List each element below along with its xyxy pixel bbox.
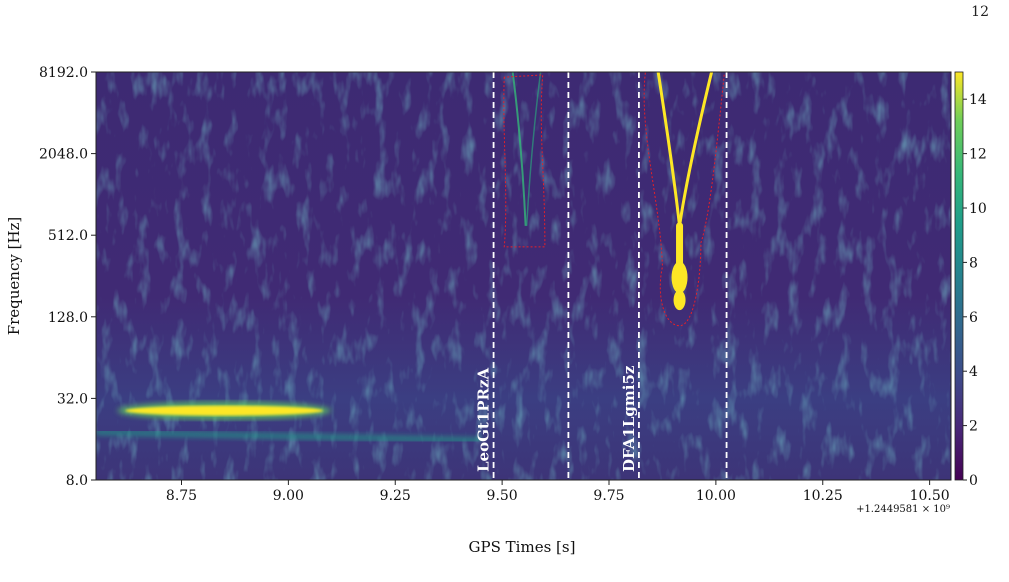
x-tick-label: 10.25 bbox=[803, 488, 843, 504]
chirp-2-arm-left bbox=[656, 72, 682, 227]
axes: 8.75 9.00 9.25 9.50 9.75 10.00 10.25 10.50 8.0 32… bbox=[39, 65, 950, 504]
chirp-1-contour bbox=[503, 74, 546, 248]
plot-area: LeoGt1PRzA DFA1Lgmi5z bbox=[95, 71, 952, 481]
annotation-label-2: DFA1Lgmi5z bbox=[620, 365, 638, 472]
colorbar-tick-label: 6 bbox=[969, 310, 978, 326]
colorbar-tick-label: 8 bbox=[969, 255, 978, 271]
low-frequency-streak bbox=[96, 429, 481, 443]
low-frequency-band bbox=[125, 405, 324, 416]
colorbar-tick-label: 14 bbox=[969, 92, 987, 108]
heatmap-layer bbox=[96, 72, 951, 480]
y-tick-label: 8192.0 bbox=[39, 65, 88, 81]
y-tick-label: 32.0 bbox=[57, 391, 88, 407]
colorbar-tick-label: 12 bbox=[969, 147, 987, 163]
colorbar: 0 2 4 6 8 10 12 14 bbox=[954, 71, 987, 489]
colorbar-gradient bbox=[954, 71, 964, 481]
x-tick-label: 10.00 bbox=[696, 488, 736, 504]
y-tick-label: 512.0 bbox=[48, 228, 88, 244]
y-tick-label: 128.0 bbox=[48, 310, 88, 326]
chirp-1-arm-right bbox=[525, 72, 542, 226]
chirp-2-tail bbox=[673, 290, 686, 311]
x-tick-label: 9.50 bbox=[487, 488, 518, 504]
x-tick-label: 9.25 bbox=[380, 488, 411, 504]
colorbar-tick-label: 0 bbox=[969, 473, 978, 489]
x-tick-label: 9.00 bbox=[273, 488, 304, 504]
y-axis-title: Frequency [Hz] bbox=[5, 217, 23, 336]
colorbar-tick-label: 2 bbox=[969, 419, 978, 435]
plot-frame bbox=[95, 71, 952, 481]
page-number: 12 bbox=[971, 4, 989, 20]
x-tick-label: 8.75 bbox=[166, 488, 197, 504]
x-offset-label: +1.2449581 × 10⁹ bbox=[856, 504, 950, 515]
y-tick-label: 2048.0 bbox=[39, 147, 88, 163]
chirp-2-merger bbox=[671, 261, 688, 294]
x-axis-title: GPS Times [s] bbox=[469, 538, 576, 556]
colorbar-tick-label: 10 bbox=[969, 201, 987, 217]
y-tick-label: 8.0 bbox=[66, 473, 88, 489]
x-tick-label: 9.75 bbox=[593, 488, 624, 504]
chirp-2-contour bbox=[643, 72, 725, 327]
chirp-2-arm-right bbox=[678, 72, 714, 227]
x-tick-label: 10.50 bbox=[910, 488, 950, 504]
annotation-label-1: LeoGt1PRzA bbox=[475, 367, 493, 472]
colorbar-tick-label: 4 bbox=[969, 364, 978, 380]
chirp-1-arm-left bbox=[511, 72, 527, 226]
